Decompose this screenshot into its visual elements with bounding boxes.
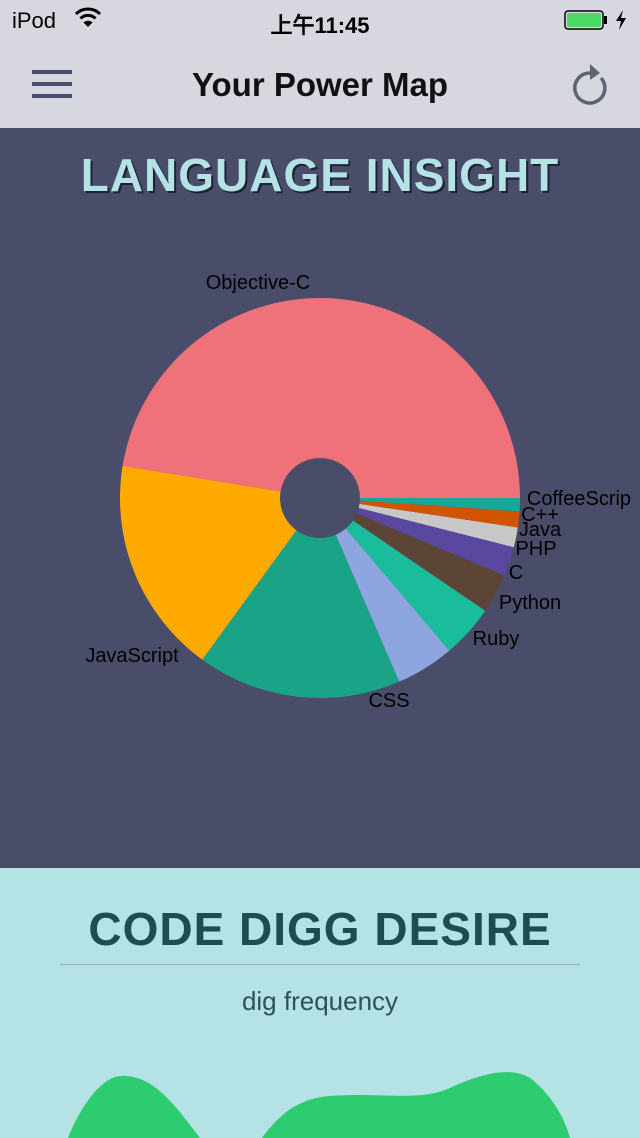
dig-frequency-label: dig frequency bbox=[241, 986, 399, 1016]
pie-slice-python bbox=[320, 498, 486, 651]
pie-slice-java bbox=[320, 498, 518, 548]
charging-icon bbox=[614, 9, 628, 37]
pie-label-javascript: JavaScript bbox=[85, 645, 179, 667]
pie-label-coffeescrip: CoffeeScrip bbox=[527, 488, 631, 510]
code-digg-section: CODE DIGG DESIRE dig frequency bbox=[0, 868, 640, 1138]
pie-center-hole bbox=[280, 458, 360, 538]
pie-slice-css bbox=[202, 498, 400, 698]
pie-slice-javascript bbox=[119, 465, 320, 660]
status-time: 上午11:45 bbox=[270, 13, 370, 38]
wifi-icon bbox=[74, 6, 102, 36]
pie-slice-ruby bbox=[320, 498, 450, 682]
code-digg-heading: CODE DIGG DESIRE bbox=[88, 903, 552, 955]
pie-label-java: Java bbox=[519, 519, 562, 541]
carrier-label: iPod bbox=[12, 8, 57, 33]
language-insight-heading: LANGUAGE INSIGHT bbox=[80, 149, 560, 201]
dig-frequency-wave bbox=[68, 1072, 570, 1138]
pie-slice-coffeescrip bbox=[320, 498, 520, 512]
divider bbox=[60, 964, 580, 965]
pie-slice-objective-c bbox=[122, 298, 521, 498]
status-bar: iPod 上午11:45 bbox=[0, 0, 640, 40]
refresh-button[interactable] bbox=[568, 58, 612, 106]
language-insight-section: Objective-C JavaScript CSS Ruby Python C PHP Ja… bbox=[0, 128, 640, 868]
pie-slice-php bbox=[320, 498, 514, 576]
pie-label-objective-c: Objective-C bbox=[206, 272, 310, 294]
page-title: Your Power Map bbox=[191, 66, 449, 103]
pie-label-python: Python bbox=[499, 592, 561, 614]
language-pie-chart: Objective-C JavaScript CSS Ruby Python CPHPJa… bbox=[85, 272, 631, 712]
refresh-icon bbox=[573, 64, 607, 105]
pie-label-ruby: Ruby bbox=[473, 628, 520, 650]
pie-slice-c- bbox=[320, 498, 520, 528]
battery-icon bbox=[564, 10, 607, 30]
pie-label-c: C bbox=[509, 562, 523, 584]
pie-label-c-: C++ bbox=[521, 504, 559, 526]
pie-label-css: CSS bbox=[368, 690, 409, 712]
nav-bar: Your Power Map bbox=[0, 40, 640, 128]
menu-button[interactable] bbox=[30, 70, 74, 100]
pie-slice-c bbox=[320, 498, 505, 611]
pie-label-php: PHP bbox=[515, 538, 556, 560]
